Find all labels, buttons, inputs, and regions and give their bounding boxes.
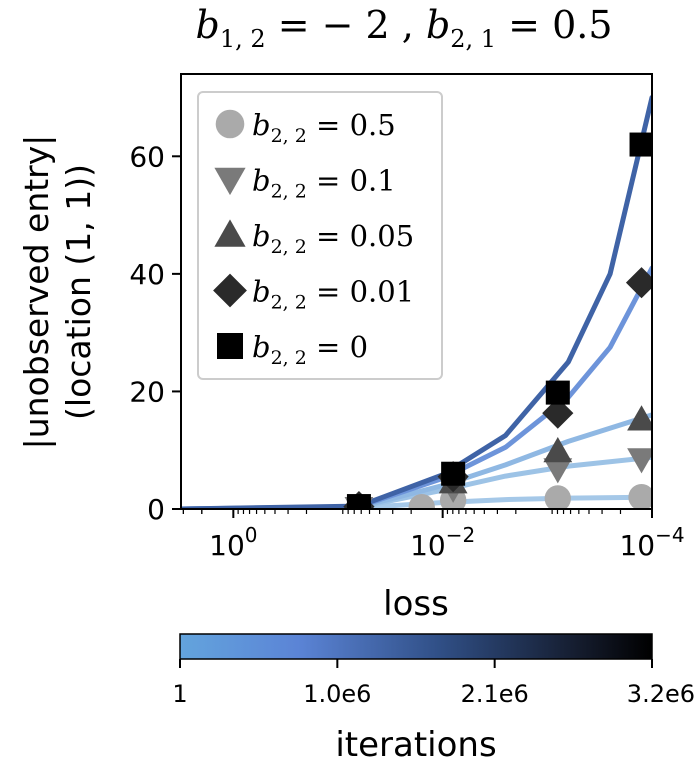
marker-b22_0.05-3 xyxy=(627,405,652,431)
chart-title: b1, 2 = − 2 , b2, 1 = 0.5 xyxy=(195,3,612,53)
y-tick-label: 20 xyxy=(129,375,165,408)
colorbar-tick-label: 2.1e6 xyxy=(461,680,529,708)
colorbar-tick-label: 1 xyxy=(172,680,187,708)
y-tick-label: 40 xyxy=(129,258,165,291)
colorbar: 1 1.0e6 2.1e6 3.2e6 iterations xyxy=(172,633,695,765)
marker-b22_0-3 xyxy=(629,132,652,157)
y-label-line2: (location (1, 1)) xyxy=(59,164,98,420)
x-tick-label: 10−2 xyxy=(410,523,475,562)
y-label-line1: |unobserved entry| xyxy=(17,135,56,450)
legend-marker-b22_0 xyxy=(217,333,243,359)
x-tick-label: 100 xyxy=(209,523,257,562)
x-tick-label: 10−4 xyxy=(619,523,684,562)
legend-marker-b22_0.05 xyxy=(214,219,246,247)
legend-label-b22_0.5: b2, 2 = 0.5 xyxy=(252,108,396,147)
y-axis-label: |unobserved entry| (location (1, 1)) xyxy=(17,135,98,450)
legend-label-b22_0.1: b2, 2 = 0.1 xyxy=(252,164,396,203)
x-ticks: 100 10−2 10−4 xyxy=(182,509,685,562)
marker-b22_0.01-3 xyxy=(625,267,652,299)
colorbar-gradient xyxy=(179,633,653,660)
y-tick-label: 60 xyxy=(129,140,165,173)
markers xyxy=(343,132,652,509)
marker-b22_0.05-2 xyxy=(543,436,573,463)
marker-b22_0-2 xyxy=(545,380,570,405)
legend-label-b22_0: b2, 2 = 0 xyxy=(252,330,368,369)
plot-frame xyxy=(180,73,653,510)
marker-b22_0.1-3 xyxy=(627,448,652,474)
x-axis-label: loss xyxy=(383,584,449,624)
colorbar-tick-label: 3.2e6 xyxy=(627,680,695,708)
y-ticks: 0 20 40 60 xyxy=(129,140,181,526)
legend-label-b22_0.05: b2, 2 = 0.05 xyxy=(252,219,414,258)
marker-b22_0-1 xyxy=(441,461,466,486)
y-tick-label: 0 xyxy=(147,493,165,526)
marker-b22_0.5-3 xyxy=(628,484,652,509)
legend: b2, 2 = 0.5 b2, 2 = 0.1 b2, 2 = 0.05 b2, 2 … xyxy=(197,91,443,380)
colorbar-label: iterations xyxy=(335,725,496,765)
legend-marker-b22_0.01 xyxy=(213,273,247,308)
marker-b22_0.5-2 xyxy=(544,485,571,509)
colorbar-tick-label: 1.0e6 xyxy=(303,680,371,708)
legend-box xyxy=(197,91,443,380)
marker-b22_0-0 xyxy=(346,494,371,509)
marker-b22_0.5-0 xyxy=(408,494,435,509)
legend-marker-b22_0.1 xyxy=(214,167,246,196)
legend-marker-b22_0.5 xyxy=(215,109,245,139)
marker-b22_0.01-2 xyxy=(542,397,574,429)
legend-label-b22_0.01: b2, 2 = 0.01 xyxy=(252,275,414,314)
marker-b22_0.1-2 xyxy=(543,458,573,484)
